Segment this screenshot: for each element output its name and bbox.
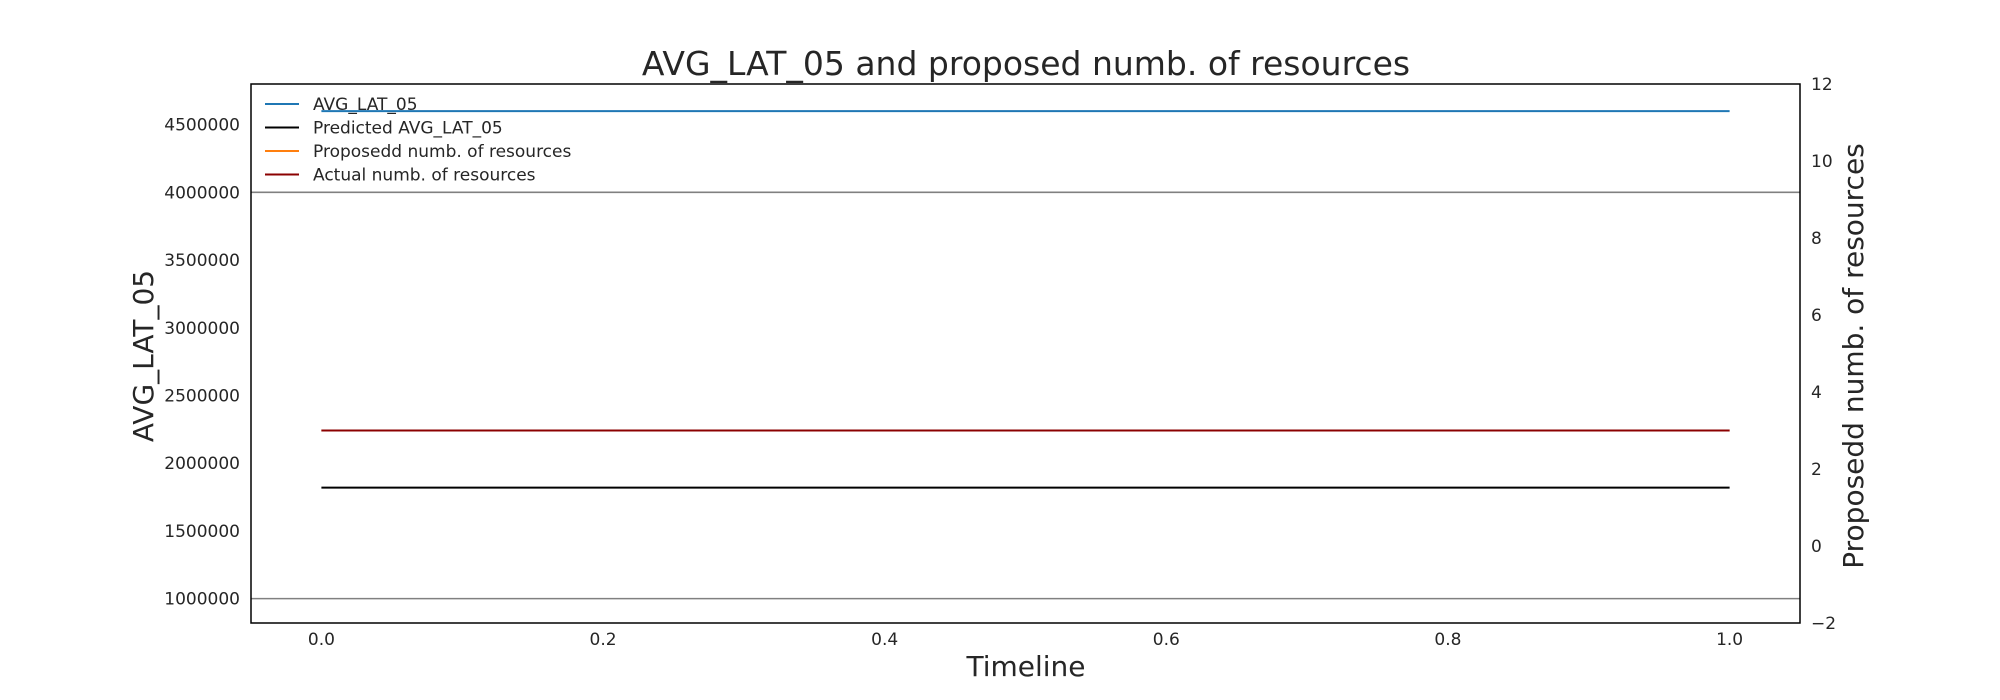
y-right-tick-label: 4 — [1811, 383, 1822, 403]
y-right-tick-label: 0 — [1811, 537, 1822, 557]
plot-frame — [250, 83, 1801, 624]
y-axis-label: AVG_LAT_05 — [127, 270, 160, 442]
legend-label: AVG_LAT_05 — [313, 95, 418, 115]
legend-label: Proposedd numb. of resources — [313, 142, 571, 162]
legend-label: Actual numb. of resources — [313, 166, 536, 186]
x-tick-label: 0.4 — [871, 630, 898, 650]
y-right-tick-label: 6 — [1811, 306, 1822, 326]
y-right-tick-label: 12 — [1811, 75, 1833, 95]
x-tick-label: 1.0 — [1716, 630, 1743, 650]
legend-label: Predicted AVG_LAT_05 — [313, 119, 503, 139]
y-tick-label: 1000000 — [164, 590, 240, 610]
x-tick-label: 0.2 — [590, 630, 617, 650]
x-tick-label: 0.6 — [1153, 630, 1180, 650]
y-right-tick-label: 2 — [1811, 460, 1822, 480]
y-tick-label: 3500000 — [164, 251, 240, 271]
x-tick-label: 0.0 — [308, 630, 335, 650]
chart-title: AVG_LAT_05 and proposed numb. of resourc… — [642, 44, 1410, 83]
y-right-tick-label: 10 — [1811, 152, 1833, 172]
y-tick-label: 1500000 — [164, 522, 240, 542]
y-tick-label: 4500000 — [164, 116, 240, 136]
y-axis-right-label: Proposedd numb. of resources — [1837, 143, 1870, 569]
plot-area: 0.0 0.2 0.4 0.6 0.8 1.0 1000000 1500000 2000000 2… — [164, 75, 1836, 650]
y-tick-label: 2000000 — [164, 454, 240, 474]
y-tick-label: 3000000 — [164, 319, 240, 339]
x-axis-label: Timeline — [965, 650, 1085, 683]
y-tick-label: 4000000 — [164, 183, 240, 203]
y-tick-label: 2500000 — [164, 386, 240, 406]
y-right-tick-label: −2 — [1811, 614, 1836, 634]
x-tick-label: 0.8 — [1434, 630, 1461, 650]
y-right-tick-label: 8 — [1811, 229, 1822, 249]
